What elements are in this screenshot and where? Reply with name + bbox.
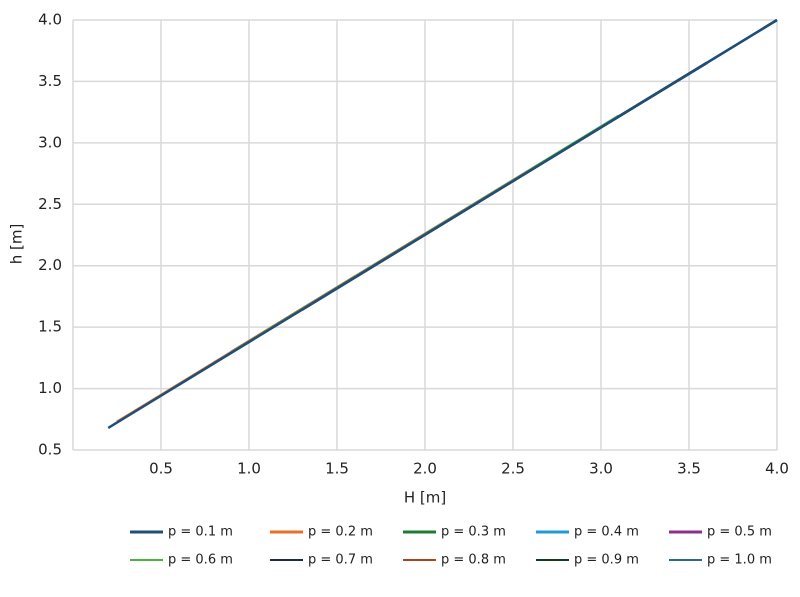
legend-label: p = 0.4 m	[574, 525, 639, 540]
y-tick-label: 1.5	[38, 318, 62, 336]
legend-label: p = 1.0 m	[707, 553, 772, 568]
y-tick-label: 4.0	[38, 11, 62, 29]
legend-label: p = 0.2 m	[308, 525, 373, 540]
legend-label: p = 0.3 m	[441, 525, 506, 540]
x-tick-label: 3.0	[589, 460, 613, 478]
y-tick-label: 2.5	[38, 195, 62, 213]
legend-label: p = 0.7 m	[308, 553, 373, 568]
y-tick-label: 3.5	[38, 72, 62, 90]
x-axis-label: H [m]	[404, 489, 446, 507]
x-tick-label: 3.5	[677, 460, 701, 478]
y-tick-label: 0.5	[38, 441, 62, 459]
legend-label: p = 0.1 m	[168, 525, 233, 540]
x-tick-label: 1.5	[325, 460, 349, 478]
legend-label: p = 0.5 m	[707, 525, 772, 540]
legend-label: p = 0.6 m	[168, 553, 233, 568]
legend-label: p = 0.9 m	[574, 553, 639, 568]
y-axis-label: h [m]	[8, 224, 26, 265]
series-line	[107, 18, 778, 429]
y-tick-label: 3.0	[38, 133, 62, 151]
x-tick-label: 2.5	[501, 460, 525, 478]
legend-label: p = 0.8 m	[441, 553, 506, 568]
x-tick-label: 4.0	[765, 460, 789, 478]
x-tick-label: 0.5	[149, 460, 173, 478]
y-tick-label: 1.0	[38, 379, 62, 397]
x-tick-label: 2.0	[413, 460, 437, 478]
y-tick-label: 2.0	[38, 256, 62, 274]
x-tick-label: 1.0	[237, 460, 261, 478]
